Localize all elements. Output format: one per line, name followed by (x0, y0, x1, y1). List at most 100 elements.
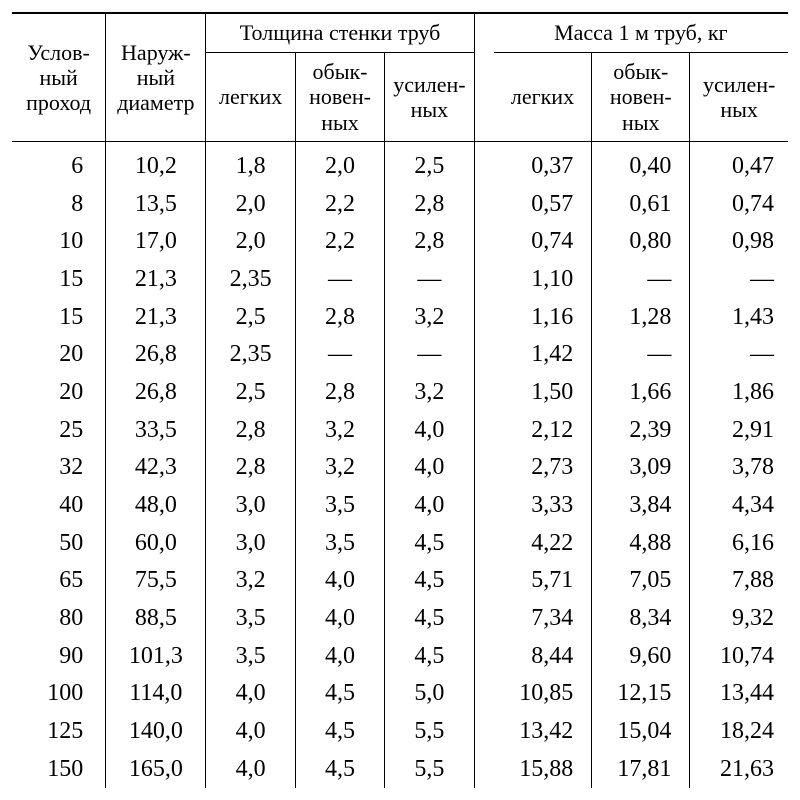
cell-m_u: — (690, 336, 788, 374)
cell-gap (474, 751, 494, 789)
cell-diam: 26,8 (106, 336, 206, 374)
cell-m_o: 9,60 (592, 638, 690, 676)
cell-thk_l: 1,8 (206, 148, 295, 186)
cell-thk_u: 4,5 (385, 525, 474, 563)
table-row: 125140,04,04,55,513,4215,0418,24 (12, 713, 788, 751)
cell-m_l: 10,85 (494, 675, 592, 713)
cell-m_l: 15,88 (494, 751, 592, 789)
cell-m_u: 10,74 (690, 638, 788, 676)
cell-m_l: 13,42 (494, 713, 592, 751)
cell-thk_u: — (385, 336, 474, 374)
cell-thk_u: 4,0 (385, 449, 474, 487)
cell-thk_l: 2,0 (206, 223, 295, 261)
table-row: 1017,02,02,22,80,740,800,98 (12, 223, 788, 261)
cell-pass: 8 (12, 186, 106, 224)
header-mass-group: Масса 1 м труб, кг (494, 13, 788, 53)
cell-m_l: 5,71 (494, 562, 592, 600)
cell-diam: 17,0 (106, 223, 206, 261)
table-row: 3242,32,83,24,02,733,093,78 (12, 449, 788, 487)
cell-m_l: 0,57 (494, 186, 592, 224)
cell-m_o: — (592, 336, 690, 374)
cell-thk_l: 2,8 (206, 412, 295, 450)
cell-thk_o: 4,5 (295, 675, 384, 713)
cell-thk_l: 2,35 (206, 261, 295, 299)
cell-gap (474, 299, 494, 337)
cell-thk_o: 2,8 (295, 299, 384, 337)
cell-m_u: 6,16 (690, 525, 788, 563)
cell-gap (474, 148, 494, 186)
cell-m_u: 21,63 (690, 751, 788, 789)
header-mass-light: легких (494, 53, 592, 142)
cell-thk_l: 2,5 (206, 299, 295, 337)
header-thickness-light: легких (206, 53, 295, 142)
cell-m_o: 17,81 (592, 751, 690, 789)
table-row: 100114,04,04,55,010,8512,1513,44 (12, 675, 788, 713)
cell-pass: 20 (12, 374, 106, 412)
cell-m_u: 9,32 (690, 600, 788, 638)
cell-thk_u: 2,8 (385, 223, 474, 261)
cell-pass: 80 (12, 600, 106, 638)
cell-diam: 48,0 (106, 487, 206, 525)
cell-thk_l: 4,0 (206, 713, 295, 751)
cell-gap (474, 412, 494, 450)
cell-m_o: 3,84 (592, 487, 690, 525)
cell-pass: 50 (12, 525, 106, 563)
cell-m_l: 4,22 (494, 525, 592, 563)
cell-m_l: 0,37 (494, 148, 592, 186)
cell-m_o: 12,15 (592, 675, 690, 713)
cell-thk_u: 4,0 (385, 412, 474, 450)
table-row: 1521,32,35——1,10—— (12, 261, 788, 299)
cell-thk_o: 2,2 (295, 223, 384, 261)
cell-thk_u: 2,8 (385, 186, 474, 224)
cell-diam: 33,5 (106, 412, 206, 450)
cell-thk_o: 4,0 (295, 562, 384, 600)
cell-m_o: 0,61 (592, 186, 690, 224)
cell-gap (474, 487, 494, 525)
cell-m_l: 0,74 (494, 223, 592, 261)
cell-diam: 26,8 (106, 374, 206, 412)
header-thickness-ordinary: обык- новен- ных (295, 53, 384, 142)
cell-m_o: 7,05 (592, 562, 690, 600)
cell-diam: 140,0 (106, 713, 206, 751)
cell-thk_o: 4,5 (295, 751, 384, 789)
pipe-spec-table: Услов- ный проход Наруж- ный диаметр Тол… (12, 12, 788, 788)
cell-m_u: 4,34 (690, 487, 788, 525)
cell-m_u: 0,98 (690, 223, 788, 261)
cell-pass: 6 (12, 148, 106, 186)
cell-pass: 10 (12, 223, 106, 261)
cell-gap (474, 638, 494, 676)
cell-thk_o: 3,5 (295, 525, 384, 563)
cell-thk_o: 3,2 (295, 412, 384, 450)
cell-diam: 114,0 (106, 675, 206, 713)
cell-thk_o: 4,5 (295, 713, 384, 751)
table-row: 1521,32,52,83,21,161,281,43 (12, 299, 788, 337)
cell-m_o: 3,09 (592, 449, 690, 487)
cell-m_l: 8,44 (494, 638, 592, 676)
cell-gap (474, 562, 494, 600)
cell-gap (474, 600, 494, 638)
cell-thk_o: — (295, 261, 384, 299)
cell-thk_l: 4,0 (206, 675, 295, 713)
header-outer-diameter: Наруж- ный диаметр (106, 13, 206, 141)
cell-m_l: 1,10 (494, 261, 592, 299)
header-gap (474, 13, 494, 141)
cell-pass: 32 (12, 449, 106, 487)
cell-m_l: 2,12 (494, 412, 592, 450)
cell-thk_l: 3,0 (206, 525, 295, 563)
cell-m_o: 0,40 (592, 148, 690, 186)
cell-thk_u: 2,5 (385, 148, 474, 186)
header-nominal-bore: Услов- ный проход (12, 13, 106, 141)
cell-pass: 20 (12, 336, 106, 374)
cell-gap (474, 713, 494, 751)
cell-diam: 165,0 (106, 751, 206, 789)
cell-thk_u: — (385, 261, 474, 299)
table-row: 813,52,02,22,80,570,610,74 (12, 186, 788, 224)
header-mass-reinforced: усилен- ных (690, 53, 788, 142)
cell-diam: 88,5 (106, 600, 206, 638)
cell-thk_u: 4,5 (385, 638, 474, 676)
cell-m_u: 0,74 (690, 186, 788, 224)
cell-pass: 25 (12, 412, 106, 450)
cell-thk_o: 2,8 (295, 374, 384, 412)
table-row: 2533,52,83,24,02,122,392,91 (12, 412, 788, 450)
cell-m_u: 18,24 (690, 713, 788, 751)
